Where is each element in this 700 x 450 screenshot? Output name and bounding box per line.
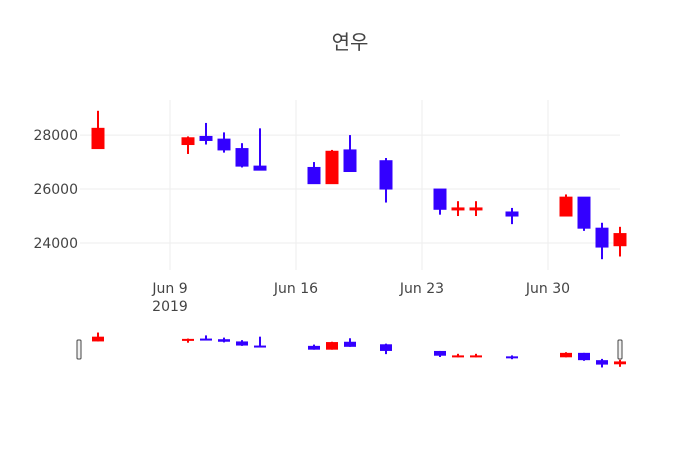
slider-candle-body [182, 338, 194, 341]
candle[interactable] [343, 135, 357, 173]
slider-candle-body [380, 344, 392, 351]
y-tick-label: 24000 [33, 236, 78, 252]
slider-candle-body [578, 352, 590, 361]
x-tick-label: Jun 30 [525, 281, 570, 297]
candle[interactable] [433, 188, 447, 215]
slider-candle-body [452, 355, 464, 358]
candle[interactable] [253, 128, 267, 171]
slider-candle [236, 340, 248, 346]
range-slider-right-handle[interactable] [617, 339, 623, 360]
x-tick-label: Jun 23 [399, 281, 444, 297]
slider-candle-body [326, 342, 338, 350]
slider-candle [218, 337, 230, 343]
main-grid [80, 100, 620, 270]
candle[interactable] [325, 149, 339, 185]
candle-body [559, 196, 573, 217]
x-tick-year-label: 2019 [152, 299, 188, 315]
main-candles [91, 110, 627, 260]
range-slider-candles [92, 332, 626, 368]
slider-candle-body [560, 352, 572, 358]
candle-body [235, 148, 249, 167]
candle-body [217, 138, 231, 151]
candle-body [577, 196, 591, 229]
candle[interactable] [235, 143, 249, 168]
candle[interactable] [199, 122, 213, 145]
slider-candle-body [308, 345, 320, 350]
slider-candle-body [596, 360, 608, 365]
candle-body [505, 211, 519, 217]
y-axis-ticks: 24000 26000 28000 [33, 128, 78, 252]
candle[interactable] [577, 196, 591, 231]
slider-candle [344, 338, 356, 347]
slider-candle [596, 358, 608, 368]
slider-candle-body [254, 345, 266, 348]
range-slider-background[interactable] [80, 330, 620, 370]
candle[interactable] [559, 194, 573, 217]
slider-candle [614, 359, 626, 367]
candle-body [199, 135, 213, 141]
slider-candle [560, 352, 572, 358]
slider-candle [506, 355, 518, 360]
slider-candle-body [218, 339, 230, 342]
slider-candle-body [434, 350, 446, 356]
range-slider[interactable] [76, 330, 626, 370]
slider-candle [380, 343, 392, 355]
slider-candle [470, 353, 482, 358]
chart-title: 연우 [332, 30, 369, 54]
slider-candle [578, 352, 590, 361]
candle[interactable] [181, 136, 195, 154]
candle[interactable] [217, 132, 231, 153]
candle-body [469, 207, 483, 211]
slider-candle [452, 353, 464, 358]
candle[interactable] [469, 201, 483, 217]
candle-body [433, 188, 447, 210]
candle[interactable] [451, 201, 465, 217]
range-slider-left-handle[interactable] [76, 339, 82, 360]
x-tick-label: Jun 9 [151, 281, 187, 297]
slider-candle [308, 344, 320, 350]
candle-body [595, 227, 609, 248]
y-tick-label: 26000 [33, 182, 78, 198]
candle-body [307, 166, 321, 185]
candle-body [613, 233, 627, 247]
candle[interactable] [595, 222, 609, 260]
candle-body [325, 150, 339, 185]
slider-candle [326, 341, 338, 350]
slider-candle-body [236, 341, 248, 346]
slider-candle [200, 335, 212, 341]
candle[interactable] [379, 158, 393, 203]
candle-body [253, 165, 267, 171]
candle[interactable] [307, 162, 321, 185]
slider-candle [182, 338, 194, 343]
slider-candle [92, 332, 104, 342]
candle[interactable] [613, 226, 627, 257]
slider-candle-body [470, 355, 482, 358]
slider-candle-body [200, 338, 212, 341]
candle-body [181, 137, 195, 146]
slider-candle-body [92, 336, 104, 342]
slider-candle-body [614, 361, 626, 365]
candle[interactable] [505, 207, 519, 225]
x-tick-label: Jun 16 [273, 281, 318, 297]
y-tick-label: 28000 [33, 128, 78, 144]
x-axis-ticks: Jun 9 2019 Jun 16 Jun 23 Jun 30 [151, 281, 570, 315]
candle-body [451, 207, 465, 211]
slider-candle [434, 350, 446, 357]
slider-candle [254, 336, 266, 348]
candle-body [379, 160, 393, 190]
slider-candle-body [344, 341, 356, 347]
candle-body [91, 127, 105, 150]
slider-candle-body [506, 356, 518, 359]
candle-body [343, 149, 357, 173]
candle[interactable] [91, 110, 105, 150]
